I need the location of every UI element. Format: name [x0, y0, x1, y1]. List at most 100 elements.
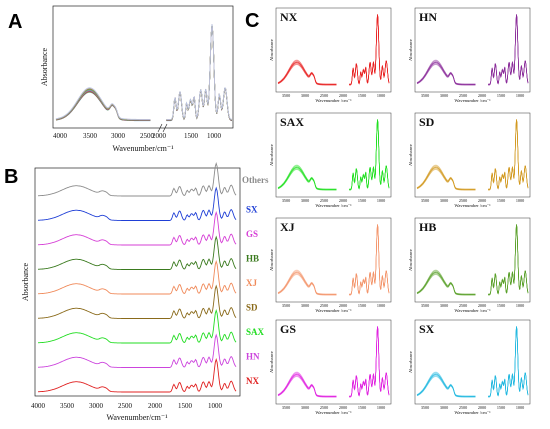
- panel-c-xtick-label: 2500: [459, 198, 467, 203]
- subplot-frame: [275, 7, 392, 93]
- subplot-frame: [275, 319, 392, 405]
- panel-c-xtick-label: 2000: [478, 303, 486, 308]
- panel-c-spectrum: [416, 224, 529, 295]
- panel-c-spectrum: [416, 224, 529, 295]
- panel-c-subplot-gs: GS 3500 3000 2500 2000 1500 1000 Wavenumber /cm…: [269, 319, 392, 415]
- panel-c-xtick-label: 3500: [421, 303, 429, 308]
- panel-c-spectrum: [277, 225, 390, 296]
- panel-c-xlabel: Wavenumber /cm⁻¹: [315, 203, 352, 208]
- panel-b-frame: [34, 167, 241, 397]
- subplot-frame: [275, 217, 392, 303]
- panel-c-spectrum: [277, 327, 390, 398]
- panel-c-xtick-label: 3500: [421, 405, 429, 410]
- panel-a-spectrum: [55, 24, 233, 121]
- panel-c-spectrum: [277, 326, 390, 397]
- panel-c-xtick-label: 2500: [320, 93, 328, 98]
- panel-b-xlabel: Wavenumber/cm⁻¹: [106, 413, 168, 422]
- panel-b-spectrum-nx: [37, 357, 237, 393]
- panel-c-xtick-label: 1500: [497, 405, 505, 410]
- panel-a-spectrum: [55, 25, 233, 121]
- panel-b-legend-sax: SAX: [246, 327, 265, 337]
- panel-c-spectrum: [416, 119, 529, 190]
- panel-b-legend-nx: NX: [246, 376, 259, 386]
- panel-b-spectrum-others: [37, 161, 237, 197]
- subplot-frame: [414, 319, 531, 405]
- panel-c-xtick-label: 3500: [282, 93, 290, 98]
- panel-a-spectrum: [55, 24, 233, 121]
- panel-c-xtick-label: 3000: [440, 405, 448, 410]
- panel-a-curves: [55, 24, 233, 133]
- panel-c-spectrum: [416, 327, 529, 398]
- panel-b-spectrum-sd: [37, 284, 237, 319]
- panel-c-spectrum: [277, 15, 390, 86]
- panel-a-spectrum: [55, 25, 233, 121]
- panel-b-curves: [37, 161, 237, 393]
- panel-b-legend: Others SX GS HB XJ SD SAX HN NX: [242, 175, 269, 386]
- panel-b-xtick-label: 1500: [178, 402, 193, 410]
- panel-c-title-hn: HN: [419, 10, 437, 24]
- panel-c-spectrum: [416, 119, 529, 190]
- panel-c-xtick-label: 2500: [459, 405, 467, 410]
- panel-c-xtick-label: 3000: [301, 93, 309, 98]
- panel-c-spectrum: [277, 119, 390, 190]
- panel-a-xtick-label: 2500: [140, 132, 155, 140]
- panel-c-xtick-label: 2500: [320, 405, 328, 410]
- panel-c-subplot-sd: SD 3500 3000 2500 2000 1500 1000 Wavenumber /cm…: [408, 112, 531, 208]
- panel-c-spectrum: [277, 119, 390, 190]
- panel-a-spectrum: [55, 24, 233, 120]
- panel-c-title-xj: XJ: [280, 220, 295, 234]
- panel-c-subplot-sax: SAX 3500 3000 2500 2000 1500 1000 Wavenumber /c…: [269, 112, 392, 208]
- panel-c-spectrum: [277, 120, 390, 191]
- panel-c-spectrum: [277, 224, 390, 295]
- panel-c-spectrum: [416, 326, 529, 397]
- panel-c-xtick-label: 1000: [516, 198, 524, 203]
- panel-b-legend-sd: SD: [246, 303, 258, 313]
- panel-c-xtick-label: 2500: [320, 303, 328, 308]
- panel-b-spectrum-sax: [37, 308, 237, 344]
- panel-c-spectrum: [277, 119, 390, 190]
- panel-a-xtick-label: 3000: [111, 132, 126, 140]
- panel-c-spectrum: [277, 15, 390, 86]
- panel-c-xtick-label: 1500: [358, 198, 366, 203]
- panel-b-spectrum-xj: [37, 259, 237, 295]
- panel-c-xtick-label: 3000: [440, 303, 448, 308]
- panel-c-xtick-label: 3000: [301, 405, 309, 410]
- panel-c: NX 3500 3000 2500 2000 1500 1000 Wavenumber /cm…: [269, 7, 531, 415]
- panel-c-ylabel: Absorbance: [408, 351, 413, 373]
- panel-c-spectrum: [416, 225, 529, 296]
- panel-c-ylabel: Absorbance: [408, 249, 413, 271]
- panel-c-xtick-label: 1500: [358, 405, 366, 410]
- panel-c-xtick-label: 1500: [358, 303, 366, 308]
- panel-c-spectrum: [416, 14, 529, 85]
- panel-c-xtick-label: 1500: [497, 93, 505, 98]
- panel-c-spectrum: [416, 14, 529, 85]
- panel-a-spectrum: [55, 25, 233, 121]
- panel-a-xtick-label: 1000: [207, 132, 222, 140]
- panel-c-title-gs: GS: [280, 322, 296, 336]
- panel-c-spectrum: [416, 14, 529, 85]
- panel-b-xtick-label: 2500: [118, 402, 133, 410]
- panel-c-spectrum: [416, 225, 529, 296]
- panel-a-xtick-label: 4000: [53, 132, 68, 140]
- panel-c-spectrum: [277, 224, 390, 295]
- panel-c-xtick-label: 2500: [459, 93, 467, 98]
- panel-a-xtick-label: 1500: [184, 132, 199, 140]
- panel-c-xtick-label: 3500: [282, 198, 290, 203]
- panel-c-title-sd: SD: [419, 115, 435, 129]
- panel-c-spectrum: [416, 15, 529, 86]
- panel-b-xtick-label: 2000: [148, 402, 163, 410]
- panel-c-xlabel: Wavenumber /cm⁻¹: [454, 410, 491, 415]
- panel-c-spectrum: [277, 326, 390, 397]
- panel-c-xtick-label: 2500: [320, 198, 328, 203]
- panel-b-xtick-label: 3000: [89, 402, 104, 410]
- panel-c-xtick-label: 2000: [478, 198, 486, 203]
- panel-c-spectrum: [416, 224, 529, 295]
- panel-c-ylabel: Absorbance: [269, 39, 274, 61]
- panel-b-legend-hn: HN: [246, 352, 260, 362]
- panel-c-xtick-label: 2500: [459, 303, 467, 308]
- panel-c-xtick-label: 3500: [421, 198, 429, 203]
- panel-c-spectrum: [416, 120, 529, 191]
- panel-c-ylabel: Absorbance: [269, 144, 274, 166]
- panel-c-xtick-label: 1500: [497, 303, 505, 308]
- panel-b: Others SX GS HB XJ SD SAX HN NX 4000 3500 3000 2500…: [21, 161, 269, 422]
